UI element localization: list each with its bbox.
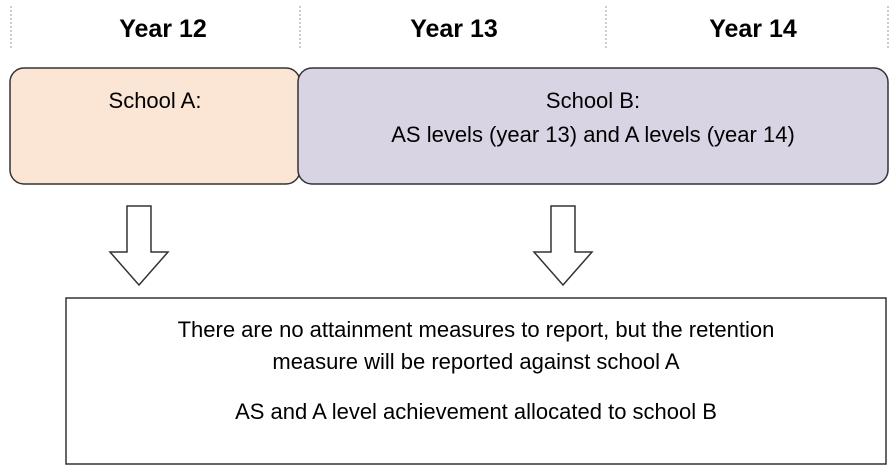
result-text: measure will be reported against school …: [272, 349, 680, 374]
column-header: Year 13: [410, 15, 498, 43]
school-b-box: [297, 67, 889, 185]
result-text: There are no attainment measures to repo…: [178, 317, 775, 342]
column-header: Year 14: [709, 15, 797, 43]
arrow: [532, 205, 594, 287]
school-a-box: [9, 67, 301, 185]
box-text: School A:: [109, 88, 202, 113]
result-text: AS and A level achievement allocated to …: [235, 399, 717, 424]
box-text: School B:: [546, 88, 640, 113]
box-text: AS levels (year 13) and A levels (year 1…: [391, 122, 795, 147]
result-box: [65, 297, 887, 465]
arrow: [108, 205, 170, 287]
column-header: Year 12: [119, 15, 207, 43]
